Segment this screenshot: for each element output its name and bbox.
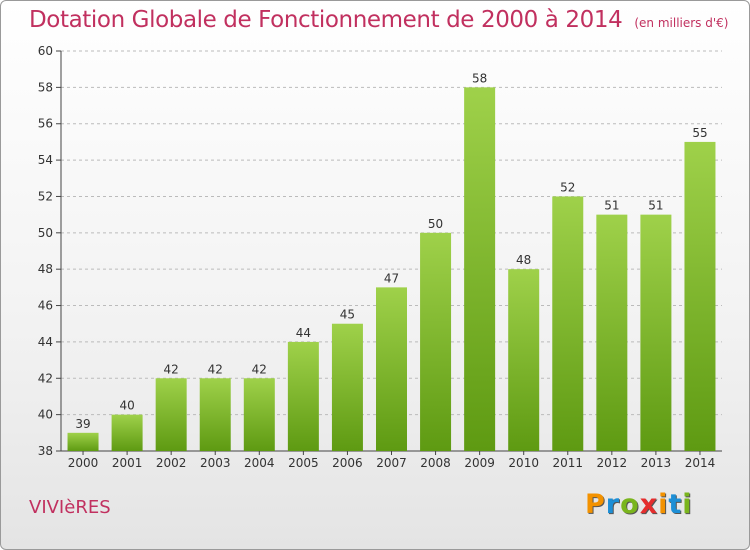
logo-letter: P [585, 489, 606, 520]
x-tick-label: 2011 [552, 456, 583, 470]
y-tick-label: 38 [38, 444, 53, 458]
y-tick-label: 52 [38, 189, 53, 203]
x-tick-label: 2002 [156, 456, 187, 470]
x-tick-label: 2007 [376, 456, 407, 470]
x-tick-label: 2005 [288, 456, 319, 470]
bar-2000 [67, 432, 99, 451]
data-label: 55 [692, 126, 707, 140]
bars [67, 87, 716, 451]
data-label: 42 [208, 362, 223, 376]
data-label: 47 [384, 271, 399, 285]
y-tick-label: 42 [38, 371, 53, 385]
proxiti-logo[interactable]: Proxiti [585, 489, 693, 520]
y-tick-label: 60 [38, 44, 53, 58]
y-tick-label: 56 [38, 117, 53, 131]
x-tick-label: 2014 [685, 456, 716, 470]
bar-2012 [596, 214, 628, 451]
bar-2006 [331, 323, 363, 451]
bar-2005 [287, 341, 319, 451]
bar-2011 [552, 196, 584, 451]
data-label: 51 [648, 199, 663, 213]
x-tick-label: 2012 [597, 456, 628, 470]
x-tick-label: 2003 [200, 456, 231, 470]
data-label: 52 [560, 180, 575, 194]
data-label: 48 [516, 253, 531, 267]
y-tick-label: 48 [38, 262, 53, 276]
y-tick-label: 44 [38, 335, 53, 349]
data-label: 58 [472, 71, 487, 85]
y-tick-label: 46 [38, 299, 53, 313]
y-tick-label: 40 [38, 408, 53, 422]
y-tick-label: 54 [38, 153, 53, 167]
chart-title: Dotation Globale de Fonctionnement de 20… [29, 7, 728, 33]
bar-2002 [155, 378, 187, 451]
logo-letter: o [620, 489, 640, 520]
x-tick-label: 2009 [464, 456, 495, 470]
x-tick-label: 2004 [244, 456, 275, 470]
data-label: 50 [428, 217, 443, 231]
logo-letter: t [668, 489, 683, 520]
data-labels: 39 40 42 42 42 44 45 47 50 58 48 52 51 51 55 [75, 71, 707, 430]
data-label: 45 [340, 308, 355, 322]
x-tick-label: 2008 [420, 456, 451, 470]
x-tick-label: 2010 [508, 456, 539, 470]
logo-letter: x [639, 489, 659, 520]
x-tick-label: 2000 [68, 456, 99, 470]
x-tick-label: 2001 [112, 456, 143, 470]
data-label: 44 [296, 326, 311, 340]
bar-2009 [464, 87, 496, 451]
bar-2001 [111, 414, 143, 451]
data-label: 40 [119, 399, 134, 413]
bar-2010 [508, 269, 540, 451]
data-label: 51 [604, 199, 619, 213]
bar-2007 [376, 287, 407, 451]
logo-letter: i [682, 489, 693, 520]
data-label: 39 [75, 417, 90, 431]
logo-letter: r [605, 489, 621, 520]
logo-letter: i [658, 489, 669, 520]
bar-2014 [684, 141, 716, 451]
bar-2004 [243, 378, 275, 451]
y-tick-label: 50 [38, 226, 53, 240]
x-tick-label: 2006 [332, 456, 363, 470]
data-label: 42 [164, 362, 179, 376]
bar-2003 [199, 378, 231, 451]
y-tick-label: 58 [38, 80, 53, 94]
commune-name: VIVIèRES [29, 497, 111, 518]
data-label: 42 [252, 362, 267, 376]
chart-title-text: Dotation Globale de Fonctionnement de 20… [29, 7, 623, 33]
bar-2008 [420, 232, 452, 451]
bar-2013 [640, 214, 672, 451]
chart-subtitle: (en milliers d'€) [634, 16, 729, 30]
x-tick-label: 2013 [641, 456, 672, 470]
